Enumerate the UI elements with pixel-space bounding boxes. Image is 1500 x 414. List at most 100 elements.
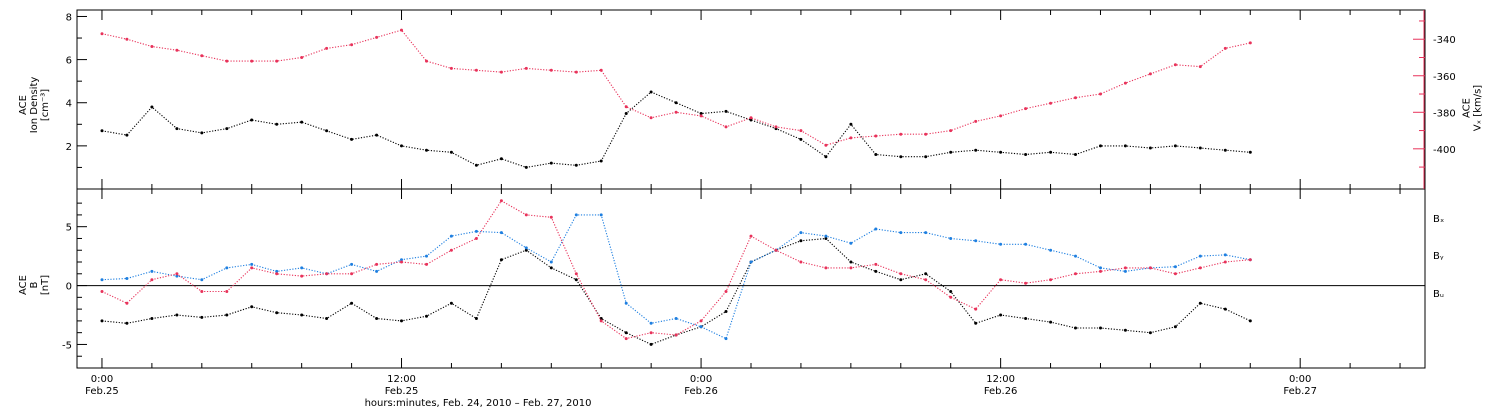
data-point-pink-1 — [1074, 96, 1077, 100]
x-tick-label: 12:00 — [986, 374, 1015, 385]
data-point-pink-1 — [275, 59, 279, 63]
x-tick-label: Feb.25 — [385, 386, 419, 397]
data-point-black-0 — [799, 137, 803, 141]
data-point-pink-1 — [250, 59, 254, 63]
data-point-pink-1 — [524, 66, 528, 70]
series-trace-pink-1 — [101, 29, 1251, 146]
y-axis-label-line: [cm⁻³] — [40, 89, 51, 121]
data-point-pink-1 — [899, 132, 903, 136]
x-tick-label: Feb.25 — [85, 386, 119, 397]
data-point-blue-1 — [1223, 253, 1227, 257]
data-point-pink-2 — [1148, 266, 1152, 270]
data-point-blue-1 — [499, 231, 503, 235]
y-tick-label: 8 — [66, 12, 72, 23]
y-axis-label-line: ACE — [18, 95, 29, 115]
y-axis-label-bottom-line: B — [29, 281, 40, 288]
data-point-pink-2 — [1024, 281, 1028, 285]
data-point-black-0 — [125, 321, 129, 325]
x-axis-label: hours:minutes, Feb. 24, 2010 – Feb. 27, … — [365, 398, 592, 409]
legend-label: Bᵧ — [1433, 251, 1444, 262]
data-point-blue-1 — [649, 321, 653, 325]
data-point-pink-1 — [949, 129, 953, 133]
data-point-pink-2 — [1049, 278, 1053, 282]
data-point-pink-1 — [1248, 41, 1252, 45]
data-point-pink-2 — [375, 262, 379, 266]
data-point-black-0 — [275, 311, 279, 315]
data-point-blue-1 — [974, 239, 978, 243]
x-tick-label: 0:00 — [1289, 374, 1311, 385]
y2-axis-label-line: Vₓ [km/s] — [1473, 85, 1484, 131]
data-point-pink-1 — [874, 134, 878, 138]
series-trace-black-0 — [101, 91, 1251, 168]
y2-tick-label: -340 — [1433, 35, 1456, 46]
y2-tick-label: -360 — [1433, 72, 1456, 83]
data-point-pink-1 — [924, 132, 928, 136]
data-point-pink-2 — [1074, 272, 1077, 276]
x-tick-label: Feb.26 — [684, 386, 718, 397]
y2-axis-label: ACE Vₓ [km/s] — [1462, 85, 1484, 131]
data-point-blue-1 — [674, 317, 678, 320]
y-tick-label: 0 — [66, 282, 72, 293]
data-point-pink-2 — [300, 274, 304, 278]
y-axis-label-bottom-line: [nT] — [40, 275, 51, 295]
data-point-pink-2 — [1173, 272, 1177, 276]
data-point-black-0 — [425, 148, 428, 152]
data-point-pink-2 — [1123, 266, 1127, 270]
data-point-pink-2 — [924, 278, 928, 282]
data-point-pink-1 — [175, 48, 179, 52]
data-point-black-0 — [275, 122, 279, 126]
data-point-pink-1 — [574, 70, 578, 74]
series-trace-pink-2 — [101, 200, 1251, 340]
y2-tick-label: -380 — [1433, 108, 1456, 119]
series-trace-blue-1 — [101, 214, 1251, 340]
data-point-pink-1 — [1223, 46, 1227, 50]
y-tick-label: 5 — [66, 223, 72, 234]
data-point-pink-1 — [499, 70, 503, 74]
data-point-black-0 — [300, 313, 304, 317]
y-tick-label: 4 — [66, 99, 72, 110]
y-tick-label: 2 — [66, 142, 72, 153]
data-point-blue-1 — [999, 242, 1003, 246]
y-tick-label: 6 — [66, 56, 72, 67]
data-point-pink-1 — [1049, 101, 1053, 105]
data-point-blue-1 — [474, 229, 478, 233]
data-point-blue-1 — [874, 227, 878, 231]
y-tick-label: -5 — [62, 340, 72, 351]
y-axis-label: ACE Ion Density [cm⁻³] — [18, 77, 51, 134]
data-point-pink-1 — [225, 59, 229, 63]
data-point-pink-2 — [1248, 258, 1252, 262]
data-point-pink-1 — [674, 110, 678, 114]
data-point-pink-1 — [200, 54, 204, 58]
data-point-pink-1 — [849, 136, 853, 140]
data-point-pink-2 — [275, 272, 279, 276]
data-point-blue-1 — [924, 231, 928, 235]
x-tick-label: 0:00 — [690, 374, 712, 385]
data-point-pink-1 — [549, 68, 553, 72]
legend-label: Bₓ — [1433, 214, 1444, 225]
series-trace-black-0 — [101, 237, 1251, 345]
panel-frame-bottom — [76, 188, 1426, 369]
y-axis-label-bottom: ACE B [nT] — [18, 275, 51, 295]
legend-label: Bᵤ — [1433, 289, 1444, 300]
y2-axis-label-line: ACE — [1462, 98, 1473, 118]
data-point-pink-1 — [1198, 65, 1202, 69]
data-layer — [100, 28, 1252, 346]
data-point-pink-2 — [400, 260, 403, 264]
y-axis-label-bottom-line: ACE — [18, 275, 29, 295]
data-point-pink-1 — [325, 46, 329, 50]
y-axis-label-line: Ion Density — [29, 77, 40, 134]
data-point-pink-1 — [699, 114, 703, 118]
data-point-blue-1 — [1024, 242, 1028, 246]
data-point-black-0 — [849, 122, 853, 126]
data-point-pink-2 — [999, 278, 1003, 282]
data-point-pink-2 — [1198, 266, 1202, 270]
data-point-blue-1 — [899, 231, 903, 235]
data-point-blue-1 — [1123, 269, 1127, 273]
x-tick-label: Feb.26 — [984, 386, 1018, 397]
data-point-black-0 — [150, 105, 154, 109]
axes-layer — [76, 9, 1426, 369]
data-point-black-0 — [200, 315, 204, 319]
text-layer: hours:minutes, Feb. 24, 2010 – Feb. 27, … — [18, 12, 1484, 409]
